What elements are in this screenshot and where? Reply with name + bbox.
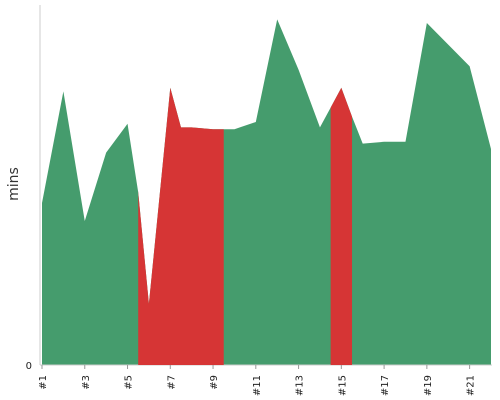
x-tick-label: #9 bbox=[209, 375, 220, 390]
x-tick-label: #3 bbox=[81, 375, 92, 390]
highlight-bands bbox=[138, 87, 353, 365]
area-series bbox=[42, 19, 491, 366]
x-tick-label: #15 bbox=[337, 375, 348, 396]
highlight-band bbox=[138, 87, 224, 365]
x-tick-label: #11 bbox=[252, 375, 263, 396]
area-fill bbox=[42, 19, 491, 366]
x-tick-label: #19 bbox=[423, 375, 434, 396]
x-tick-label: #5 bbox=[124, 375, 135, 390]
x-tick-label: #21 bbox=[466, 375, 477, 396]
x-tick-label: #13 bbox=[295, 375, 306, 396]
y-tick-label: 0 bbox=[26, 361, 32, 372]
y-axis-title: mins bbox=[6, 167, 22, 201]
x-tick-label: #17 bbox=[380, 375, 391, 396]
x-tick-label: #1 bbox=[38, 375, 49, 390]
x-axis-ticks: #1 #3 #5 #7 #9 #11 #13 #15 #17 #19 #21 bbox=[38, 365, 477, 396]
highlight-band bbox=[330, 87, 353, 365]
x-tick-label: #7 bbox=[166, 375, 177, 390]
